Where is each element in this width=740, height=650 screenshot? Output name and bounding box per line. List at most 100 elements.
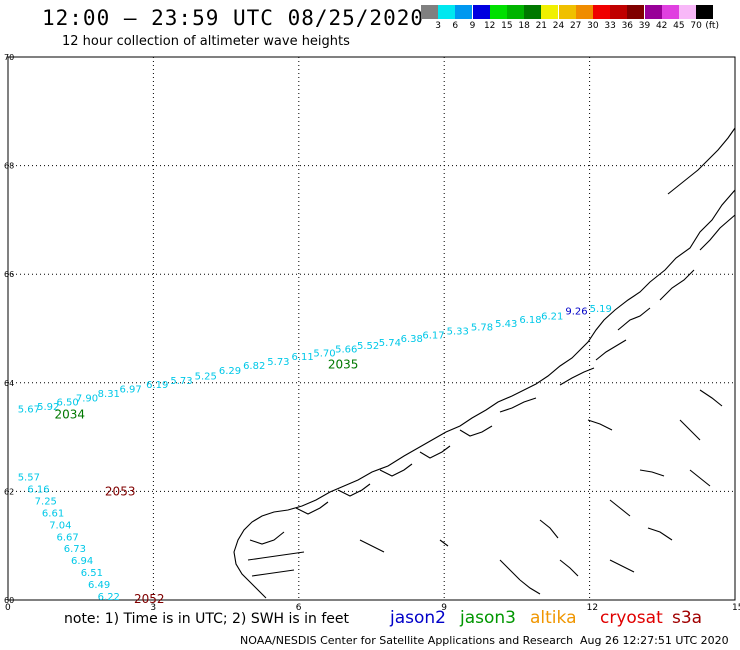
legend-label: 45 bbox=[673, 21, 685, 31]
legend-swatch bbox=[661, 5, 679, 19]
wave-height-label: 5.43 bbox=[495, 319, 517, 330]
pass-time-label: 2034 bbox=[54, 408, 85, 422]
coastline-segment bbox=[679, 419, 701, 441]
wave-height-label: 7.25 bbox=[35, 496, 57, 507]
coastline-segment bbox=[419, 445, 451, 459]
coastline-segment bbox=[689, 469, 711, 487]
wave-height-label: 6.67 bbox=[56, 532, 78, 543]
lon-tick-label: 9 bbox=[441, 603, 447, 613]
coastline-segment bbox=[667, 127, 736, 195]
altimeter-track: 5.73 5.25 6.29 6.82 5.73 6.11 5.70 5.66 5.52 5.74… bbox=[170, 304, 612, 387]
coastline-segment bbox=[337, 483, 371, 497]
wave-height-label: 6.38 bbox=[401, 334, 423, 345]
satellite-name: jason3 bbox=[460, 608, 516, 628]
wave-height-label: 6.51 bbox=[81, 568, 103, 579]
wave-height-label: 5.73 bbox=[170, 376, 192, 387]
legend-swatch bbox=[421, 5, 438, 19]
coastline-segment bbox=[359, 539, 385, 553]
legend-label: 24 bbox=[552, 21, 565, 31]
coastline-segment bbox=[559, 559, 579, 577]
wave-height-label: 6.50 bbox=[56, 398, 78, 409]
chart-subtitle: 12 hour collection of altimeter wave hei… bbox=[62, 34, 350, 49]
coastline-segment bbox=[247, 551, 305, 561]
legend-swatch bbox=[575, 5, 593, 19]
coastline-segment bbox=[379, 463, 413, 477]
wave-height-label: 5.92 bbox=[37, 402, 59, 413]
legend-label: 12 bbox=[483, 21, 496, 31]
coastline-segment bbox=[659, 269, 695, 301]
coastline-segment bbox=[609, 499, 631, 517]
wave-height-label: 6.18 bbox=[519, 315, 541, 326]
lat-tick-label: 68 bbox=[4, 162, 14, 171]
wave-height-label: 6.97 bbox=[119, 385, 141, 396]
legend-swatch bbox=[696, 5, 714, 19]
legend-label: 36 bbox=[621, 21, 634, 31]
coastline-segment bbox=[459, 425, 493, 437]
legend-swatch bbox=[627, 5, 645, 19]
wave-height-label: 6.61 bbox=[42, 508, 64, 519]
legend-label: 15 bbox=[501, 21, 513, 31]
wave-height-label: 5.25 bbox=[195, 372, 217, 383]
lon-tick-label: 12 bbox=[587, 603, 598, 613]
coastline-segment bbox=[617, 307, 651, 331]
coastline-segment bbox=[499, 559, 521, 581]
lat-tick-label: 66 bbox=[4, 270, 14, 279]
wave-height-label: 8.31 bbox=[98, 389, 120, 400]
footnote: note: 1) Time is in UTC; 2) SWH is in fe… bbox=[64, 611, 350, 627]
satellite-name: s3a bbox=[672, 608, 703, 628]
legend-swatch bbox=[472, 5, 490, 19]
wave-height-label: 6.19 bbox=[146, 380, 168, 391]
legend-label: 42 bbox=[655, 21, 668, 31]
wave-height-label: 7.04 bbox=[49, 520, 71, 531]
wave-height-label: 6.73 bbox=[64, 544, 86, 555]
legend-unit: (ft) bbox=[705, 21, 719, 31]
coastline-segment bbox=[639, 469, 665, 477]
lat-tick-label: 70 bbox=[4, 53, 14, 62]
legend-swatch bbox=[438, 5, 456, 19]
wave-height-label: 6.21 bbox=[541, 311, 563, 322]
coastline-segment bbox=[499, 397, 537, 413]
map-frame bbox=[7, 56, 736, 601]
legend-label: 39 bbox=[638, 21, 651, 31]
legend-label: 18 bbox=[518, 21, 530, 31]
pass-time-label: 2035 bbox=[328, 357, 359, 371]
coastline-segment bbox=[699, 214, 736, 251]
wave-height-label: 6.94 bbox=[71, 556, 93, 567]
lat-tick-label: 60 bbox=[4, 596, 14, 605]
coastline-segment bbox=[249, 531, 285, 545]
wave-height-label: 6.11 bbox=[292, 352, 314, 363]
wave-height-label: 6.82 bbox=[243, 361, 265, 372]
legend-swatch bbox=[455, 5, 473, 19]
coastline-segment bbox=[539, 519, 559, 539]
lon-tick-label: 3 bbox=[150, 603, 156, 613]
wave-height-label: 6.22 bbox=[98, 592, 120, 603]
lon-tick-label: 6 bbox=[296, 603, 302, 613]
legend-label: 3 bbox=[435, 21, 441, 31]
legend-label: 6 bbox=[452, 21, 459, 31]
legend-swatch bbox=[610, 5, 628, 19]
satellite-name: jason2 bbox=[390, 608, 446, 628]
wave-height-label: 6.49 bbox=[88, 580, 110, 591]
wave-height-label: 5.73 bbox=[267, 357, 289, 368]
wave-height-label: 5.78 bbox=[471, 323, 493, 334]
legend-swatch bbox=[507, 5, 524, 19]
coastline-segment bbox=[519, 579, 541, 595]
pass-time-label: 2053 bbox=[105, 485, 136, 499]
timestamp: Aug 26 12:27:51 UTC 2020 bbox=[580, 634, 729, 647]
wave-height-label: 5.67 bbox=[18, 405, 40, 416]
coastline-segment bbox=[647, 527, 673, 541]
wave-height-label: 6.29 bbox=[219, 366, 241, 377]
satellite-name: cryosat bbox=[600, 608, 663, 628]
legend-swatch bbox=[489, 5, 507, 19]
legend-swatch bbox=[558, 5, 576, 19]
coastline-segment bbox=[559, 367, 595, 386]
lon-tick-label: 15 bbox=[732, 603, 740, 613]
altimeter-track: 5.675.926.507.90 8.31 6.97 6.19 2034 bbox=[18, 380, 169, 421]
altimeter-track: 6.736.946.516.496.22 2052 bbox=[64, 544, 165, 606]
legend-swatch bbox=[593, 5, 610, 19]
wave-height-label: 5.33 bbox=[447, 326, 469, 337]
coastline-segment bbox=[233, 189, 736, 599]
legend-label: 27 bbox=[569, 21, 582, 31]
coastline-segment bbox=[699, 389, 723, 407]
